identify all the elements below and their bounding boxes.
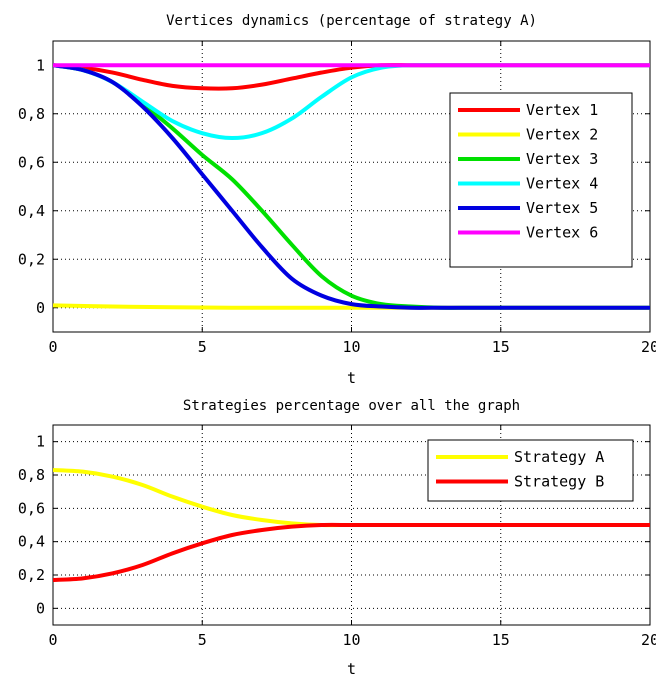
y-tick-label: 0,4 bbox=[18, 202, 45, 220]
x-tick-label: 10 bbox=[342, 338, 360, 356]
x-tick-label: 0 bbox=[48, 631, 57, 649]
y-tick-label: 1 bbox=[36, 433, 45, 451]
x-tick-label: 15 bbox=[492, 631, 510, 649]
x-tick-label: 10 bbox=[342, 631, 360, 649]
legend: Strategy A Strategy B bbox=[427, 439, 634, 502]
legend-item: Vertex 4 bbox=[458, 175, 598, 193]
strategies-percentage-chart: Strategies percentage over all the graph… bbox=[18, 398, 656, 677]
x-tick-label: 5 bbox=[198, 631, 207, 649]
legend-label: Vertex 5 bbox=[526, 199, 598, 217]
chart-title: Vertices dynamics (percentage of strateg… bbox=[166, 13, 537, 29]
series-group bbox=[53, 63, 650, 310]
legend-item: Vertex 3 bbox=[458, 150, 598, 168]
series-group bbox=[53, 468, 650, 582]
legend-box bbox=[449, 92, 633, 268]
y-tick-label: 0 bbox=[36, 299, 45, 317]
x-tick-label: 20 bbox=[641, 338, 656, 356]
x-axis-label: t bbox=[347, 660, 356, 677]
legend-label: Vertex 4 bbox=[526, 175, 598, 193]
series-line-vertex-5 bbox=[53, 63, 650, 310]
vertices-dynamics-chart: Vertices dynamics (percentage of strateg… bbox=[18, 13, 656, 387]
series-line-strategy-b bbox=[53, 522, 650, 582]
legend-item: Vertex 2 bbox=[458, 126, 598, 144]
legend-box bbox=[427, 439, 634, 502]
legend-item: Vertex 1 bbox=[458, 101, 598, 119]
y-tick-label: 0,8 bbox=[18, 105, 45, 123]
legend-label: Vertex 6 bbox=[526, 224, 598, 242]
legend: Vertex 1 Vertex 2 Vertex 3 Vertex 4 Vertex 5… bbox=[449, 92, 633, 268]
y-tick-label: 0,6 bbox=[18, 499, 45, 517]
x-tick-label: 15 bbox=[492, 338, 510, 356]
x-tick-label: 0 bbox=[48, 338, 57, 356]
legend-item: Strategy B bbox=[436, 473, 604, 491]
x-tick-label: 20 bbox=[641, 631, 656, 649]
legend-item: Vertex 5 bbox=[458, 199, 598, 217]
legend-label: Vertex 2 bbox=[526, 126, 598, 144]
y-tick-label: 0 bbox=[36, 599, 45, 617]
legend-label: Vertex 3 bbox=[526, 150, 598, 168]
y-tick-label: 0,2 bbox=[18, 250, 45, 268]
y-tick-label: 0,8 bbox=[18, 466, 45, 484]
legend-item: Strategy A bbox=[436, 448, 604, 466]
x-axis-label: t bbox=[347, 369, 356, 387]
y-tick-label: 0,2 bbox=[18, 566, 45, 584]
legend-label: Strategy A bbox=[514, 448, 604, 466]
y-tick-label: 1 bbox=[36, 56, 45, 74]
legend-label: Strategy B bbox=[514, 473, 604, 491]
legend-label: Vertex 1 bbox=[526, 101, 598, 119]
y-tick-label: 0,6 bbox=[18, 153, 45, 171]
chart-title: Strategies percentage over all the graph bbox=[183, 398, 520, 414]
y-tick-label: 0,4 bbox=[18, 533, 45, 551]
x-tick-label: 5 bbox=[198, 338, 207, 356]
legend-item: Vertex 6 bbox=[458, 224, 598, 242]
